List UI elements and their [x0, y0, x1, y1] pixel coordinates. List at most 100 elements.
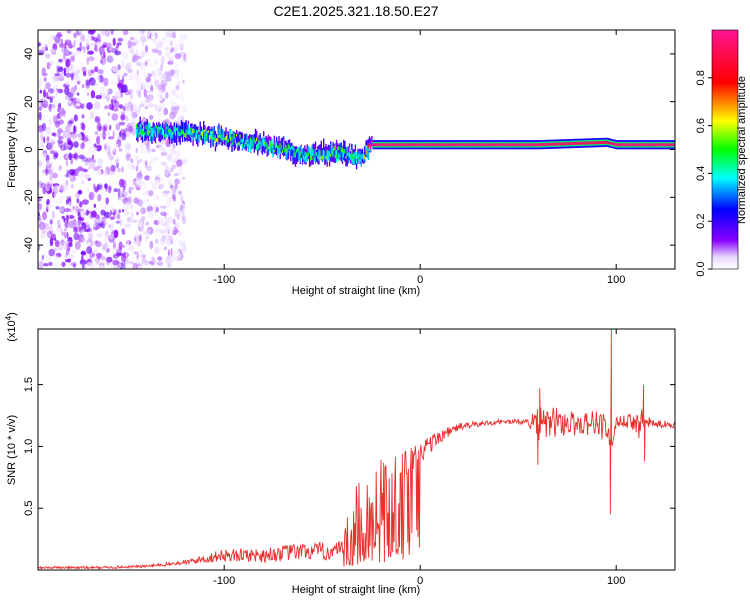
- heatmap-noise-cell: [83, 228, 88, 232]
- snr-x-axis-label: Height of straight line (km): [292, 584, 420, 596]
- heatmap-noise-cell: [93, 166, 100, 171]
- heatmap-noise-cell: [86, 241, 91, 248]
- heatmap-ridge-cell: [145, 130, 147, 138]
- heatmap-noise-cell: [148, 189, 154, 197]
- heatmap-ridge-cell: [637, 143, 639, 147]
- heatmap-noise-cell: [59, 205, 64, 213]
- heatmap-ridge-cell: [553, 142, 555, 146]
- heatmap-ridge-cell: [480, 143, 482, 147]
- heatmap-ridge-cell: [485, 143, 487, 147]
- heatmap-noise-cell: [70, 183, 74, 189]
- heatmap-noise-cell: [44, 43, 48, 51]
- heatmap-ridge-cell: [668, 143, 671, 147]
- heatmap-ridge-cell: [191, 130, 193, 135]
- heatmap-noise-cell: [138, 179, 144, 185]
- heatmap-noise-cell: [90, 266, 93, 269]
- heatmap-ridge-cell: [263, 141, 265, 146]
- heatmap-noise-cell: [115, 252, 121, 257]
- heatmap-ridge-cell: [566, 142, 568, 146]
- heatmap-ridge-cell: [261, 139, 264, 143]
- heatmap-noise-cell: [104, 203, 108, 210]
- heatmap-noise-cell: [66, 248, 69, 256]
- heatmap-ridge-cell: [371, 140, 373, 144]
- heatmap-ridge-cell: [564, 142, 566, 146]
- heatmap-noise-cell: [66, 215, 69, 224]
- heatmap-ridge-cell: [381, 143, 384, 147]
- heatmap-ridge-cell: [330, 143, 332, 155]
- heatmap-noise-cell: [88, 77, 96, 86]
- heatmap-ridge-cell: [658, 143, 660, 147]
- heatmap-noise-cell: [163, 107, 169, 116]
- heatmap-noise-cell: [40, 182, 47, 189]
- heatmap-ridge-cell: [365, 149, 367, 155]
- heatmap-noise-cell: [49, 219, 53, 225]
- heatmap-ridge-cell: [400, 143, 402, 147]
- heatmap-ridge-cell: [301, 148, 304, 160]
- heatmap-noise-cell: [143, 231, 149, 236]
- heatmap-ridge-cell: [474, 143, 477, 147]
- heatmap-noise-cell: [108, 116, 111, 123]
- heatmap-ridge-cell: [418, 143, 420, 147]
- heatmap-noise-cell: [121, 84, 129, 93]
- heatmap-noise-cell: [140, 144, 146, 153]
- heatmap-ridge-cell: [200, 131, 203, 136]
- heatmap-noise-cell: [90, 44, 96, 49]
- heatmap-noise-cell: [164, 169, 170, 177]
- heatmap-noise-cell: [127, 101, 133, 108]
- heatmap-noise-cell: [143, 108, 150, 117]
- heatmap-noise-cell: [153, 247, 160, 254]
- heatmap-ridge-cell: [478, 143, 480, 147]
- heatmap-noise-cell: [102, 131, 106, 140]
- heatmap-ridge-cell: [311, 155, 313, 160]
- heatmap-ridge-cell: [246, 134, 248, 143]
- heatmap-noise-cell: [48, 91, 51, 98]
- heatmap-ridge-cell: [192, 128, 194, 134]
- heatmap-noise-cell: [108, 124, 112, 131]
- heatmap-noise-cell: [136, 211, 139, 216]
- heatmap-noise-cell: [174, 209, 180, 218]
- heatmap-ridge-cell: [439, 143, 441, 147]
- heatmap-ridge-cell: [203, 129, 205, 134]
- heatmap-noise-cell: [104, 140, 110, 148]
- heatmap-ridge-cell: [601, 141, 604, 144]
- heatmap-ridge-cell: [348, 153, 351, 156]
- heatmap-noise-cell: [38, 80, 44, 85]
- heatmap-noise-cell: [128, 178, 133, 184]
- heatmap-ridge-cell: [300, 146, 302, 154]
- heatmap-noise-cell: [155, 43, 163, 49]
- heatmap-ridge-cell: [347, 152, 350, 157]
- heatmap-ridge-cell: [266, 145, 268, 151]
- heatmap-ridge-cell: [323, 138, 325, 159]
- heatmap-noise-cell: [174, 53, 182, 60]
- heatmap-noise-cell: [59, 165, 62, 170]
- heatmap-noise-cell: [81, 254, 84, 263]
- heatmap-noise-cell: [66, 258, 72, 263]
- heatmap-noise-cell: [101, 44, 107, 48]
- heatmap-ridge-cell: [541, 143, 544, 146]
- heatmap-ridge-cell: [618, 143, 620, 147]
- heatmap-ridge-cell: [152, 129, 154, 141]
- heatmap-noise-cell: [46, 62, 51, 70]
- heatmap-noise-cell: [55, 206, 60, 210]
- heatmap-ridge-cell: [657, 143, 659, 147]
- heatmap-noise-cell: [135, 109, 139, 115]
- heatmap-noise-cell: [46, 208, 49, 213]
- heatmap-noise-cell: [56, 222, 59, 226]
- heatmap-ridge-cell: [288, 145, 291, 150]
- heatmap-ridge-cell: [575, 142, 578, 145]
- heatmap-ridge-cell: [271, 138, 273, 146]
- heatmap-noise-cell: [64, 138, 68, 147]
- heatmap-noise-cell: [118, 121, 126, 126]
- heatmap-noise-cell: [69, 118, 74, 123]
- heatmap-ridge-cell: [580, 141, 582, 145]
- heatmap-noise-cell: [158, 143, 165, 152]
- heatmap-noise-cell: [108, 106, 112, 113]
- heatmap-noise-cell: [61, 236, 65, 240]
- heatmap-noise-cell: [174, 183, 178, 190]
- heatmap-noise-cell: [140, 251, 143, 256]
- heatmap-ridge-cell: [160, 129, 163, 141]
- heatmap-noise-cell: [51, 166, 55, 171]
- heatmap-ridge-cell: [163, 130, 165, 141]
- heatmap-noise-cell: [68, 100, 72, 105]
- heatmap-noise-cell: [70, 202, 75, 210]
